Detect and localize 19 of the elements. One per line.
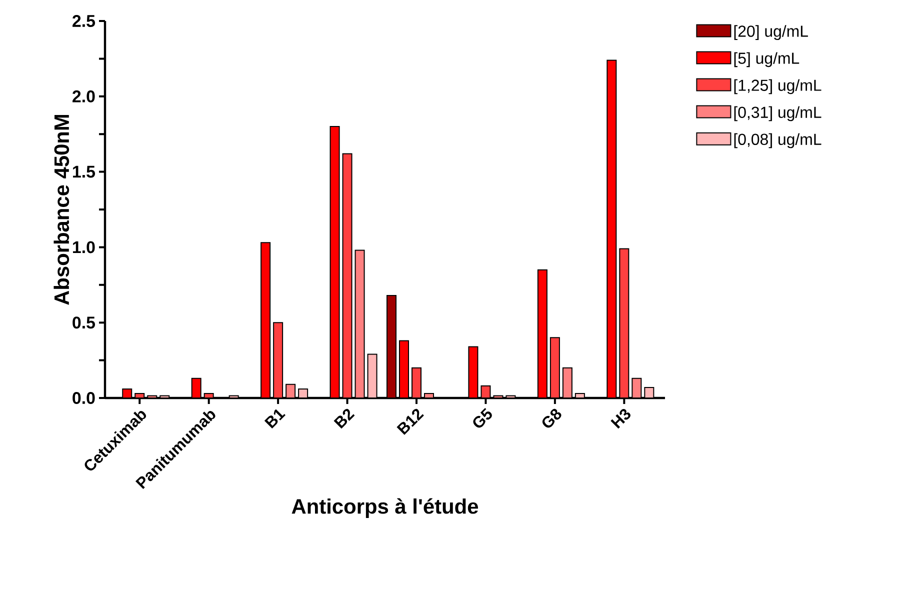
y-tick-label: 1.5 (73, 166, 96, 178)
x-tick-label: B2 (334, 408, 355, 429)
y-tick-label: 2.5 (72, 15, 96, 27)
x-tick-label: B1 (264, 409, 286, 429)
legend-label: [0,31] ug/mL (734, 106, 822, 122)
x-tick-label: G5 (473, 408, 492, 428)
y-tick-label: 1.0 (73, 241, 95, 254)
x-axis-title: Anticorps à l'étude (292, 498, 478, 518)
legend-label: [5] ug/mL (734, 52, 800, 68)
y-axis-title: Absorbance 450nM (54, 115, 70, 305)
y-tick-label: 0.0 (72, 392, 95, 404)
y-tick-label: 0.5 (72, 316, 96, 329)
x-tick-label: H3 (610, 408, 630, 429)
x-tick-label: B12 (396, 408, 424, 435)
legend-label: [1,25] ug/mL (734, 79, 822, 94)
legend-label: [20] ug/mL (734, 25, 808, 40)
legend-label: [0,08] ug/mL (734, 133, 822, 148)
x-tick-label: G8 (542, 408, 562, 428)
y-tick-label: 2.0 (72, 90, 95, 102)
